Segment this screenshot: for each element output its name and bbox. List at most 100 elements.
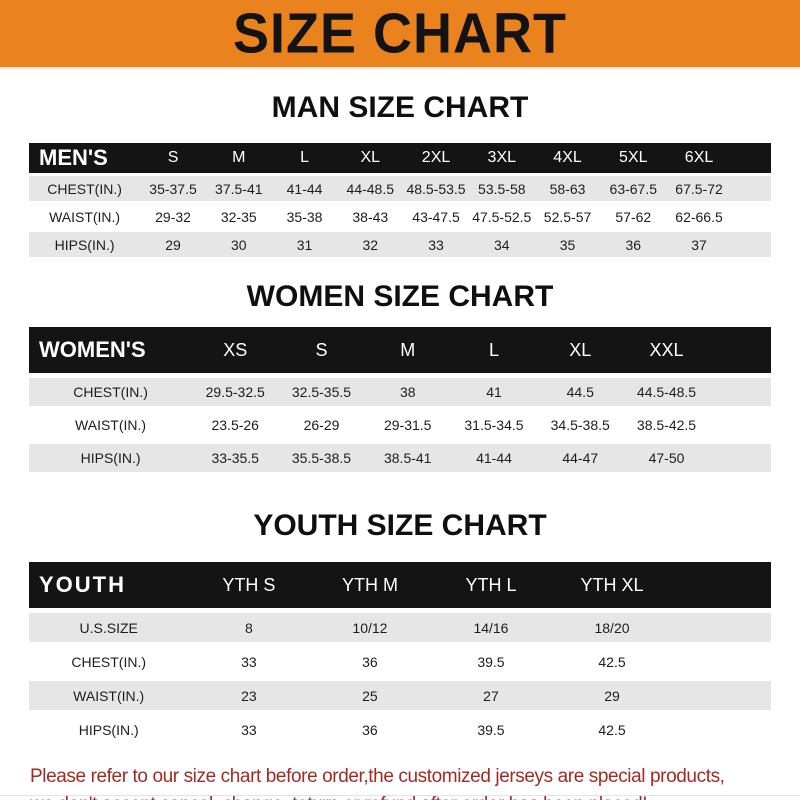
row-label: WAIST(IN.)	[29, 204, 141, 229]
cell-value: 43-47.5	[403, 204, 469, 229]
table-header-row: WOMEN'S XS S M L XL XXL	[29, 327, 771, 373]
row-label: CHEST(IN.)	[29, 176, 141, 201]
row-spacer	[709, 378, 771, 406]
banner: SIZE CHART	[0, 0, 800, 69]
bottom-divider	[0, 795, 800, 796]
row-spacer	[731, 204, 771, 229]
cell-value: 33	[188, 647, 310, 676]
header-spacer	[672, 562, 771, 608]
cell-value: 34.5-38.5	[537, 411, 624, 439]
table-header-label: YOUTH	[29, 562, 189, 608]
cell-value: 33	[188, 715, 310, 744]
table-row: HIPS(IN.) 33 36 39.5 42.5	[29, 715, 771, 744]
table-row: HIPS(IN.) 29 30 31 32 33 34 35 36 37	[29, 232, 771, 257]
table-row: WAIST(IN.) 29-32 32-35 35-38 38-43 43-47.5 47.…	[29, 204, 771, 229]
table-header-row: MEN'S S M L XL 2XL 3XL 4XL 5XL 6XL	[29, 143, 771, 173]
column-header: YTH S	[188, 562, 310, 608]
column-header: M	[205, 143, 272, 173]
cell-value: 8	[188, 613, 310, 642]
cell-value: 37	[666, 232, 732, 257]
row-label: HIPS(IN.)	[29, 232, 141, 257]
column-header: 5XL	[600, 143, 667, 173]
cell-value: 35	[534, 232, 601, 257]
men-size-table: MEN'S S M L XL 2XL 3XL 4XL 5XL 6XL CHEST(IN.) 35-37…	[29, 140, 771, 260]
cell-value: 38.5-41	[364, 444, 451, 472]
cell-value: 30	[205, 232, 272, 257]
cell-value: 36	[600, 232, 667, 257]
cell-value: 35-37.5	[140, 176, 206, 201]
row-label: WAIST(IN.)	[29, 681, 189, 710]
column-header: S	[140, 143, 206, 173]
header-spacer	[731, 143, 771, 173]
youth-section-heading: YOUTH SIZE CHART	[253, 509, 547, 542]
column-header: YTH M	[309, 562, 431, 608]
cell-value: 41-44	[271, 176, 338, 201]
cell-value: 39.5	[430, 715, 552, 744]
cell-value: 34	[468, 232, 535, 257]
row-label: HIPS(IN.)	[29, 715, 189, 744]
footer-line-1: Please refer to our size chart before or…	[30, 766, 725, 787]
cell-value: 31.5-34.5	[450, 411, 538, 439]
header-spacer	[709, 327, 771, 373]
cell-value: 44-48.5	[337, 176, 404, 201]
cell-value: 48.5-53.5	[403, 176, 469, 201]
column-header: XXL	[623, 327, 710, 373]
women-size-table: WOMEN'S XS S M L XL XXL CHEST(IN.) 29.5-32.5 32.5…	[29, 322, 771, 477]
cell-value: 44-47	[537, 444, 624, 472]
cell-value: 27	[430, 681, 552, 710]
cell-value: 29-31.5	[364, 411, 451, 439]
column-header: M	[364, 327, 451, 373]
column-header: YTH XL	[551, 562, 673, 608]
cell-value: 32	[337, 232, 404, 257]
column-header: L	[271, 143, 338, 173]
cell-value: 10/12	[309, 613, 431, 642]
cell-value: 29	[551, 681, 673, 710]
cell-value: 47.5-52.5	[468, 204, 535, 229]
table-row: HIPS(IN.) 33-35.5 35.5-38.5 38.5-41 41-44 44-…	[29, 444, 771, 472]
row-spacer	[672, 613, 771, 642]
cell-value: 26-29	[278, 411, 365, 439]
cell-value: 52.5-57	[534, 204, 601, 229]
table-row: U.S.SIZE 8 10/12 14/16 18/20	[29, 613, 771, 642]
cell-value: 41	[450, 378, 538, 406]
row-label: U.S.SIZE	[29, 613, 189, 642]
row-spacer	[709, 411, 771, 439]
table-row: CHEST(IN.) 35-37.5 37.5-41 41-44 44-48.5 48.5…	[29, 176, 771, 201]
cell-value: 57-62	[600, 204, 667, 229]
cell-value: 29-32	[140, 204, 206, 229]
column-header: 2XL	[403, 143, 469, 173]
row-label: WAIST(IN.)	[29, 411, 193, 439]
banner-title: SIZE CHART	[233, 2, 567, 65]
cell-value: 23	[188, 681, 310, 710]
cell-value: 42.5	[551, 715, 673, 744]
cell-value: 23.5-26	[192, 411, 279, 439]
cell-value: 14/16	[430, 613, 552, 642]
cell-value: 35.5-38.5	[278, 444, 365, 472]
footer-line-2: we don't accept cancel, change, teturn o…	[30, 791, 800, 800]
cell-value: 29	[140, 232, 206, 257]
footer-note: Please refer to our size chart before or…	[30, 763, 800, 800]
column-header: YTH L	[430, 562, 552, 608]
cell-value: 39.5	[430, 647, 552, 676]
cell-value: 32.5-35.5	[278, 378, 365, 406]
cell-value: 29.5-32.5	[192, 378, 279, 406]
cell-value: 33	[403, 232, 469, 257]
cell-value: 53.5-58	[468, 176, 535, 201]
table-header-label: WOMEN'S	[29, 327, 193, 373]
table-header-row: YOUTH YTH S YTH M YTH L YTH XL	[29, 562, 771, 608]
table-row: CHEST(IN.) 29.5-32.5 32.5-35.5 38 41 44.5 44.5…	[29, 378, 771, 406]
cell-value: 62-66.5	[666, 204, 732, 229]
cell-value: 25	[309, 681, 431, 710]
cell-value: 38-43	[337, 204, 404, 229]
table-row: WAIST(IN.) 23.5-26 26-29 29-31.5 31.5-34.5 34…	[29, 411, 771, 439]
cell-value: 47-50	[623, 444, 710, 472]
women-section-heading: WOMEN SIZE CHART	[246, 280, 554, 313]
cell-value: 32-35	[205, 204, 272, 229]
cell-value: 44.5-48.5	[623, 378, 710, 406]
cell-value: 31	[271, 232, 338, 257]
cell-value: 58-63	[534, 176, 601, 201]
row-spacer	[672, 647, 771, 676]
row-label: CHEST(IN.)	[29, 378, 193, 406]
column-header: XS	[192, 327, 279, 373]
